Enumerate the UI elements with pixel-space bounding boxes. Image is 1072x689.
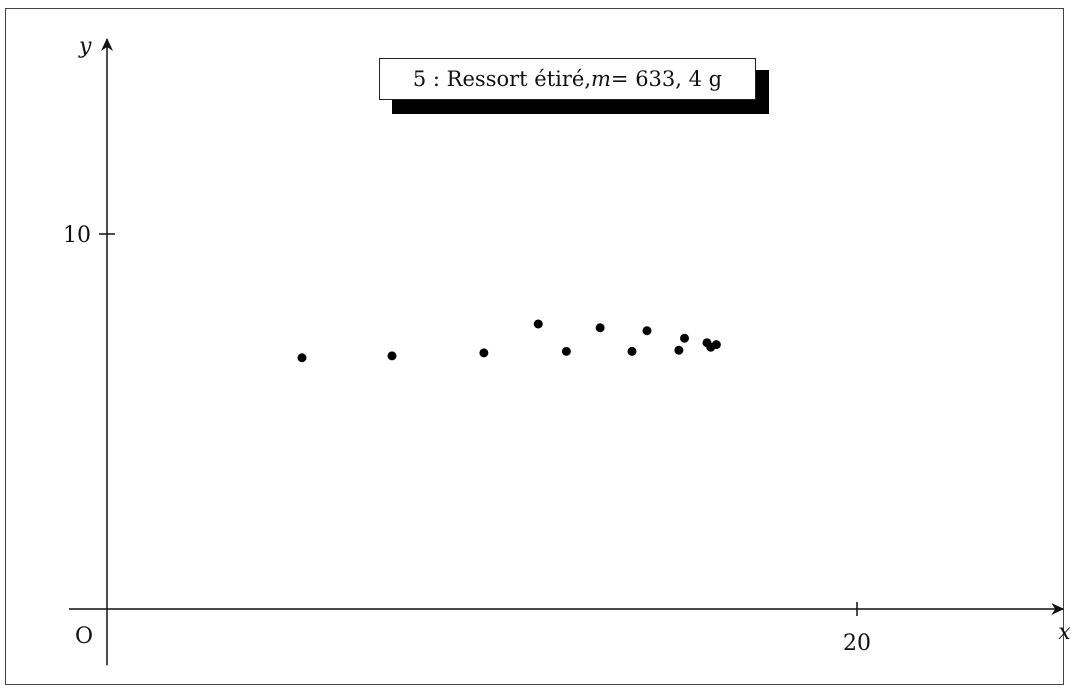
title-mass-symbol: m (591, 67, 611, 91)
data-point (642, 326, 652, 336)
chart-frame (5, 8, 1064, 685)
y-axis-label: y (78, 34, 92, 59)
origin-label: O (75, 624, 93, 649)
data-point (680, 333, 689, 343)
data-point (627, 346, 637, 356)
data-point (595, 323, 605, 333)
y-tick-label: 10 (63, 223, 91, 248)
title-text-after: = 633, 4 g (610, 67, 723, 91)
data-point (387, 351, 397, 361)
data-point (297, 353, 307, 363)
data-point (674, 345, 684, 355)
data-point (711, 340, 721, 350)
chart-title: 5 : Ressort étiré, m = 633, 4 g (379, 58, 756, 100)
x-tick-label: 20 (843, 631, 871, 656)
title-text-before: 5 : Ressort étiré, (412, 67, 591, 91)
data-point (479, 348, 489, 358)
data-point (561, 346, 571, 356)
data-point (533, 319, 543, 329)
x-axis-label: x (1058, 620, 1071, 645)
